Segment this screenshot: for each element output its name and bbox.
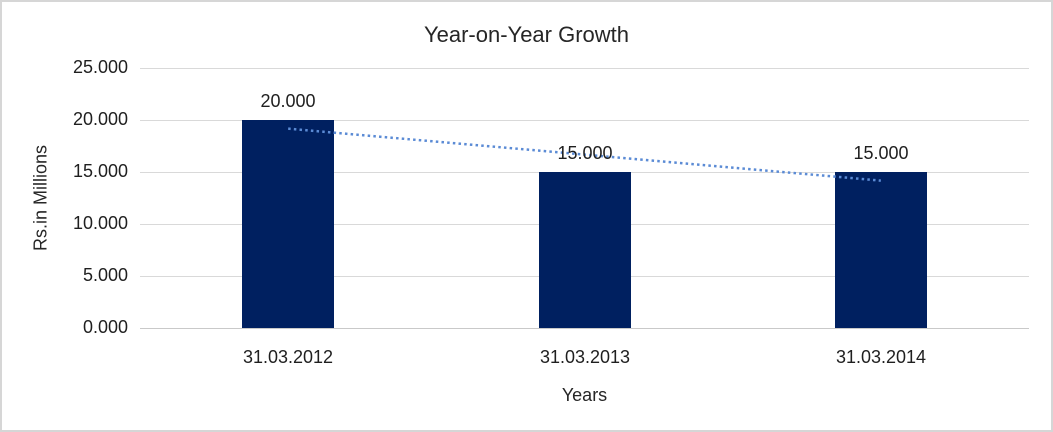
- y-axis-title: Rs.in Millions: [30, 144, 51, 252]
- bar: [242, 120, 334, 328]
- y-tick-label: 20.000: [72, 109, 128, 129]
- gridline: [140, 120, 1029, 121]
- gridline: [140, 68, 1029, 69]
- bar-data-label: 15.000: [557, 143, 613, 163]
- chart-title: Year-on-Year Growth: [423, 22, 630, 47]
- y-tick-label: 5.000: [82, 265, 128, 285]
- y-tick-label: 0.000: [82, 317, 128, 337]
- x-tick-label: 31.03.2014: [835, 347, 927, 367]
- trendline: [288, 127, 881, 182]
- x-axis-line: [140, 328, 1029, 329]
- bar: [539, 172, 631, 328]
- y-tick-label: 25.000: [72, 57, 128, 77]
- x-tick-label: 31.03.2012: [242, 347, 334, 367]
- plot-area: 20.000 15.000 15.000: [140, 68, 1029, 329]
- bar: [835, 172, 927, 328]
- x-axis-title: Years: [561, 385, 608, 405]
- trendline-layer: [288, 127, 881, 182]
- bar-data-label: 15.000: [853, 143, 909, 163]
- bar-data-label: 20.000: [260, 91, 316, 111]
- y-tick-label: 10.000: [72, 213, 128, 233]
- x-tick-label: 31.03.2013: [539, 347, 631, 367]
- y-tick-label: 15.000: [72, 161, 128, 181]
